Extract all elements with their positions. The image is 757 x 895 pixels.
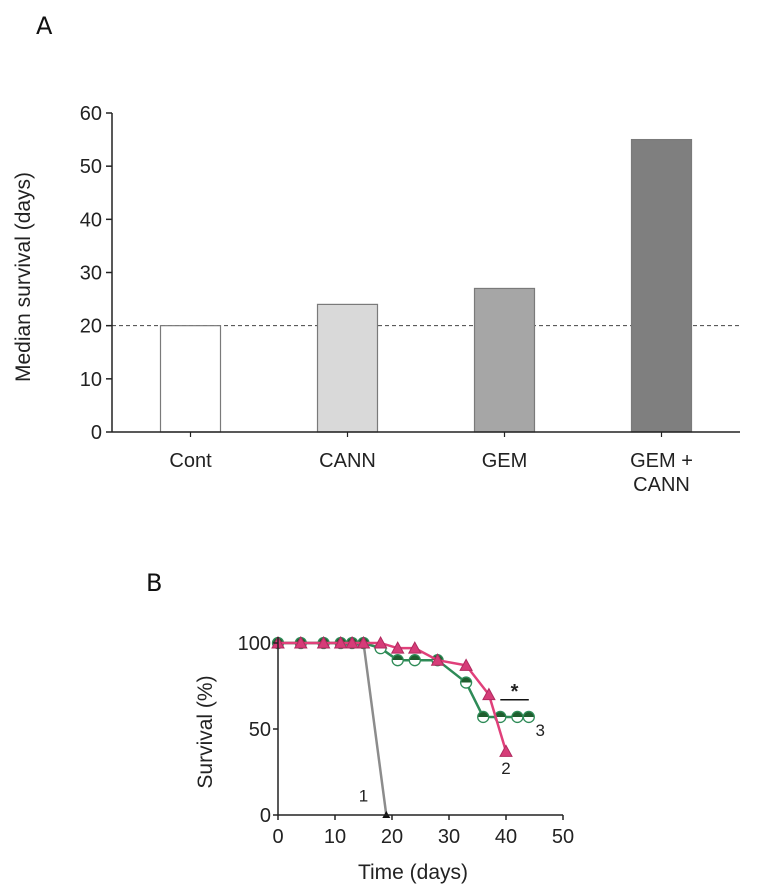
panel-b-series — [271, 635, 535, 818]
panel-b-point-series-3 — [459, 676, 473, 689]
panel-b-point-series-2 — [333, 635, 348, 649]
panel-b-series-line-1 — [278, 641, 388, 816]
panel-b-series-labels: 1 3 2 — [359, 721, 545, 805]
panel-b-point-series-2 — [390, 641, 405, 654]
panel-b-y-axis-label: Survival (%) — [194, 675, 217, 788]
panel-b-point-series-2 — [407, 641, 422, 654]
panel-b-label: B — [146, 569, 162, 597]
panel-b-x-tick-label: 50 — [552, 826, 574, 848]
panel-a-y-tick-label: 30 — [80, 263, 102, 285]
panel-a-y-tick-label: 60 — [80, 103, 102, 125]
panel-a-y-axis-label: Median survival (days) — [12, 172, 35, 382]
panel-b-y-tick-label: 50 — [249, 719, 271, 741]
panel-b-point-series-3 — [408, 654, 421, 667]
panel-b-series-label-2: 2 — [501, 759, 510, 778]
panel-b-point-series-2 — [356, 635, 371, 649]
panel-b-x-tick-label: 0 — [272, 826, 283, 848]
panel-a-x-tick-label: CANN — [633, 474, 690, 496]
panel-b-y-ticks: 0 50 100 — [238, 633, 278, 827]
panel-a-bars — [159, 138, 693, 433]
panel-a-y-tick-label: 40 — [80, 209, 102, 231]
panel-a-y-tick-label: 50 — [80, 156, 102, 178]
panel-b-point-series-2 — [499, 744, 513, 757]
panel-b-x-tick-label: 40 — [495, 826, 517, 848]
panel-b-y-tick-label: 0 — [260, 805, 271, 827]
panel-b-significance: * — [500, 681, 529, 703]
panel-b-x-tick-label: 30 — [438, 826, 460, 848]
panel-a-bar — [316, 303, 379, 433]
panel-b-point-series-3 — [391, 654, 404, 667]
panel-b-x-tick-label: 10 — [324, 826, 346, 848]
panel-b-point-series-2 — [373, 635, 388, 649]
panel-a-y-tick-label: 0 — [91, 422, 102, 444]
panel-b-x-tick-label: 20 — [381, 826, 403, 848]
panel-a-x-tick-label: Cont — [169, 450, 212, 472]
panel-b-point-series-2 — [430, 653, 445, 666]
panel-b-point-series-3 — [477, 710, 490, 724]
panel-b-y-tick-label: 100 — [238, 633, 271, 655]
panel-a-y-tick-label: 20 — [80, 316, 102, 338]
panel-b-series-label-3: 3 — [535, 721, 544, 740]
panel-a-y-ticks: 0 10 20 30 40 50 60 — [80, 103, 112, 444]
panel-a-bar — [473, 287, 536, 433]
panel-b-survival-chart: B Survival (%) Time (days) 0 50 100 0 10 20 3… — [146, 569, 574, 884]
panel-b-axes — [277, 637, 563, 816]
panel-b-point-series-2 — [482, 687, 496, 701]
panel-b-series-label-1: 1 — [359, 786, 368, 805]
panel-a-label: A — [36, 12, 53, 40]
panel-a-y-tick-label: 10 — [80, 369, 102, 391]
panel-b-point-series-2 — [316, 635, 331, 649]
panel-a-bar-chart: A Median survival (days) 0 10 20 30 40 50 60 C… — [12, 12, 740, 496]
panel-b-point-series-2 — [293, 635, 308, 649]
panel-b-x-ticks: 0 10 20 30 40 50 — [272, 815, 574, 848]
panel-b-significance-star: * — [511, 681, 519, 703]
panel-b-point-series-2 — [459, 658, 473, 671]
panel-b-point-series-3 — [511, 710, 524, 724]
panel-a-x-ticks: Cont CANN GEM GEM +CANN — [169, 432, 693, 496]
panel-a-x-tick-label: GEM + — [630, 450, 693, 472]
panel-b-point-series-3 — [522, 710, 535, 724]
panel-a-x-tick-label: GEM — [482, 450, 528, 472]
panel-b-point-series-2 — [345, 635, 359, 649]
panel-b-x-axis-label: Time (days) — [358, 861, 468, 884]
panel-a-bar — [630, 138, 693, 433]
panel-a-x-tick-label: CANN — [319, 450, 376, 472]
panel-a-bar — [159, 325, 222, 433]
